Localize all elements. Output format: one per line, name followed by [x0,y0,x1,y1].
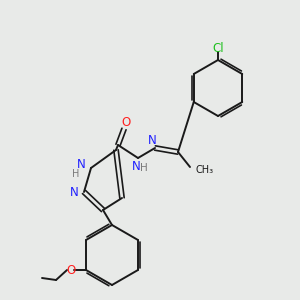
Text: H: H [72,169,79,179]
Text: O: O [122,116,130,128]
Text: H: H [140,163,148,173]
Text: O: O [66,263,76,277]
Text: N: N [148,134,156,148]
Text: N: N [132,160,140,173]
Text: CH₃: CH₃ [196,165,214,175]
Text: Cl: Cl [212,41,224,55]
Text: N: N [77,158,86,172]
Text: N: N [70,185,79,199]
